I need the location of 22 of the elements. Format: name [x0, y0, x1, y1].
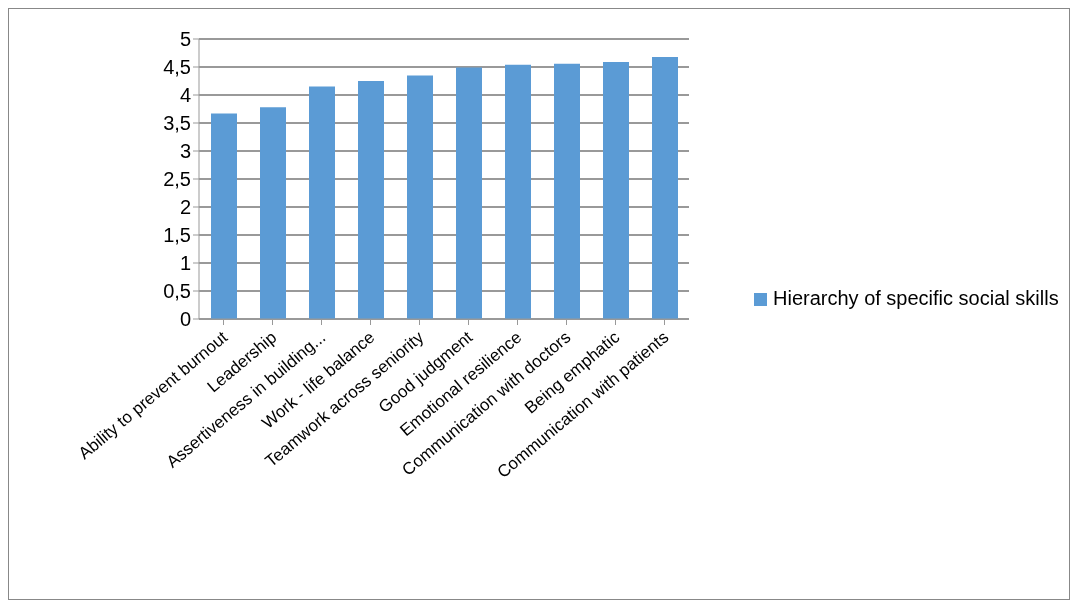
bar	[554, 63, 580, 319]
y-tick-label: 2	[179, 196, 191, 219]
bar	[505, 64, 531, 319]
y-tick-label: 1,5	[163, 224, 191, 247]
y-tick-label: 3,5	[163, 112, 191, 135]
bar	[260, 107, 286, 319]
y-tick-label: 4	[179, 84, 191, 107]
y-tick-label: 1	[179, 252, 191, 275]
y-tick-label: 2,5	[163, 168, 191, 191]
bar	[407, 75, 433, 319]
y-tick-label: 5	[179, 28, 191, 51]
bar	[456, 67, 482, 319]
y-tick-label: 4,5	[163, 56, 191, 79]
bar	[652, 56, 678, 319]
bar	[211, 113, 237, 319]
legend-label: Hierarchy of specific social skills	[773, 287, 1059, 310]
bar	[309, 86, 335, 319]
bar	[358, 81, 384, 319]
y-tick-label: 0	[179, 308, 191, 331]
bar	[603, 61, 629, 319]
y-tick-label: 3	[179, 140, 191, 163]
y-tick-label: 0,5	[163, 280, 191, 303]
